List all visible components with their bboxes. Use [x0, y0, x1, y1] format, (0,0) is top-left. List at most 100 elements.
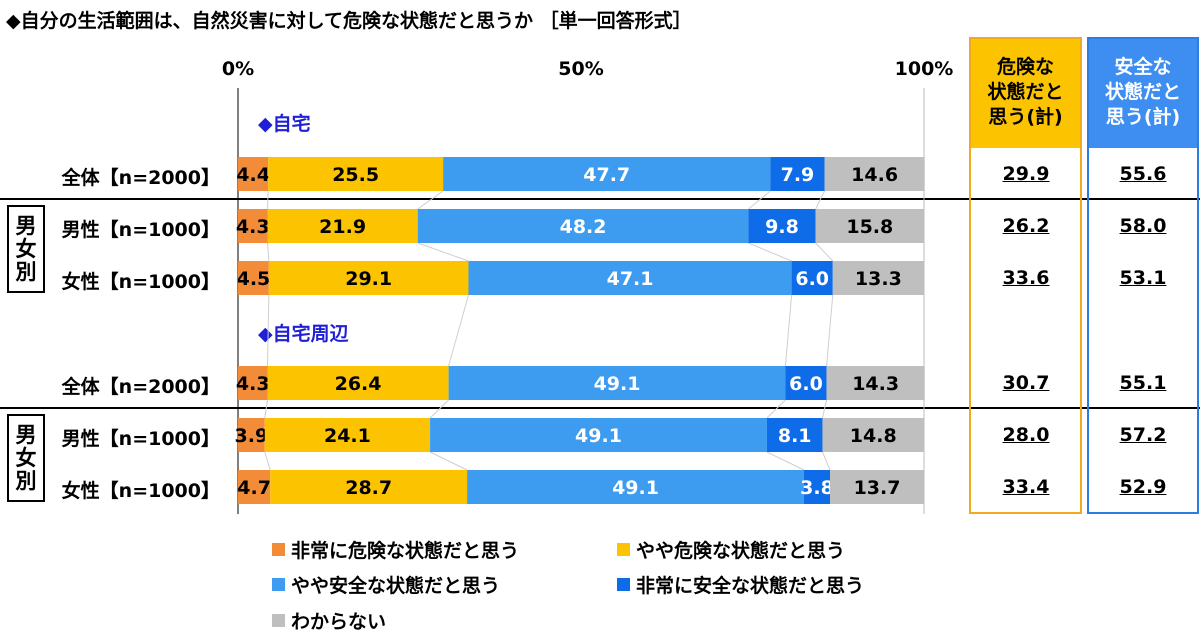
bar-segment: [748, 209, 816, 243]
legend-item: 非常に安全な状態だと思う: [617, 571, 864, 598]
bar-data-label: 3.8: [800, 477, 834, 499]
section-label-neighborhood: ◆自宅周辺: [258, 323, 349, 345]
danger-header-line: 思う(計): [988, 106, 1063, 128]
series-connector-line: [748, 190, 771, 210]
section-label-home: ◆自宅: [258, 113, 311, 135]
bar-data-label: 7.9: [781, 164, 815, 186]
danger-total-value: 29.9: [1002, 163, 1050, 185]
series-connector-line: [264, 451, 271, 471]
bar-segment: [417, 209, 749, 243]
safe-total-value: 55.1: [1119, 372, 1167, 394]
legend-swatch: [617, 578, 630, 591]
bar-data-label: 9.8: [765, 216, 799, 238]
bar-data-label: 14.8: [850, 425, 897, 447]
bar-data-label: 29.1: [345, 268, 392, 290]
bar-data-label: 4.3: [236, 373, 270, 395]
bar-data-label: 47.7: [583, 164, 630, 186]
safe-total-value: 58.0: [1119, 215, 1167, 237]
bar-data-label: 49.1: [594, 373, 641, 395]
bar-data-label: 21.9: [319, 216, 366, 238]
legend-swatch: [272, 614, 285, 627]
bar-segment: [467, 470, 804, 504]
danger-header-line: 状態だと: [987, 81, 1064, 103]
bar-data-label: 28.7: [345, 477, 392, 499]
danger-total-value: 33.6: [1002, 267, 1050, 289]
series-connector-line: [264, 399, 268, 419]
bar-segment: [824, 157, 925, 191]
safe-total-column: [1087, 37, 1199, 514]
bar-data-label: 13.7: [854, 477, 901, 499]
series-connector-line: [429, 399, 449, 419]
bar-data-label: 13.3: [855, 268, 902, 290]
x-tick-50: 50%: [558, 58, 604, 80]
group-label-char: 別: [15, 259, 37, 284]
bar-segment: [770, 157, 825, 191]
series-connector-line: [266, 242, 270, 262]
bar-segment: [238, 366, 268, 400]
danger-total-value: 30.7: [1002, 372, 1050, 394]
legend-swatch: [272, 578, 285, 591]
danger-total-column: [969, 37, 1082, 514]
bar-segment: [267, 209, 418, 243]
bar-data-label: 24.1: [324, 425, 371, 447]
safe-total-value: 55.6: [1119, 163, 1167, 185]
bar-data-label: 14.6: [851, 164, 898, 186]
group-label-char: 女: [15, 445, 37, 470]
bar-data-label: 26.4: [335, 373, 382, 395]
row-label: 男性【n=1000】: [61, 219, 220, 241]
bar-segment: [443, 157, 771, 191]
bar-segment: [826, 366, 925, 400]
legend-label: 非常に危険な状態だと思う: [291, 540, 520, 562]
row-label: 男性【n=1000】: [61, 428, 220, 450]
bar-data-label: 14.3: [852, 373, 899, 395]
bar-segment: [830, 470, 924, 504]
series-connector-line: [822, 451, 831, 471]
series-connector-line: [826, 294, 834, 367]
bar-data-label: 4.5: [237, 268, 271, 290]
group-label-char: 男: [15, 422, 37, 447]
series-connector-line: [766, 451, 805, 471]
danger-total-value: 28.0: [1002, 424, 1050, 446]
safe-total-value: 52.9: [1119, 476, 1167, 498]
danger-header-line: 危険な: [996, 56, 1054, 78]
legend-label: やや安全な状態だと思う: [291, 575, 501, 597]
bar-segment: [268, 157, 444, 191]
bar-segment: [785, 366, 827, 400]
series-connector-line: [448, 294, 469, 367]
danger-total-value: 33.4: [1002, 476, 1050, 498]
bar-segment: [832, 261, 924, 295]
legend-item: やや危険な状態だと思う: [617, 536, 845, 563]
bar-data-label: 6.0: [789, 373, 823, 395]
bar-data-label: 4.3: [236, 216, 270, 238]
group-separator: [0, 407, 1200, 409]
legend-item: やや安全な状態だと思う: [272, 571, 500, 598]
row-label: 全体【n=2000】: [61, 167, 220, 189]
bar-data-label: 6.0: [795, 268, 829, 290]
bar-data-label: 49.1: [612, 477, 659, 499]
safe-header-line: 状態だと: [1104, 81, 1181, 103]
bar-segment: [238, 157, 269, 191]
bar-segment: [766, 418, 823, 452]
row-label: 女性【n=1000】: [61, 480, 220, 502]
group-label-char: 女: [15, 236, 37, 261]
bar-segment: [270, 470, 468, 504]
bar-data-label: 49.1: [575, 425, 622, 447]
bar-data-label: 8.1: [778, 425, 812, 447]
safe-total-header: 安全な 状態だと 思う(計): [1087, 37, 1199, 148]
legend-label: やや危険な状態だと思う: [636, 540, 846, 562]
group-label-char: 別: [15, 468, 37, 493]
bar-segment: [268, 261, 469, 295]
safe-header-line: 思う(計): [1105, 106, 1181, 128]
bar-segment: [430, 418, 767, 452]
series-connector-line: [815, 190, 825, 210]
series-connector-line: [266, 190, 269, 210]
bar-segment: [238, 418, 265, 452]
legend-item: わからない: [272, 607, 386, 634]
bar-segment: [448, 366, 786, 400]
x-tick-0: 0%: [221, 58, 255, 80]
danger-total-header: 危険な 状態だと 思う(計): [969, 37, 1082, 148]
bar-segment: [791, 261, 833, 295]
legend-label: 非常に安全な状態だと思う: [636, 575, 865, 597]
legend-swatch: [617, 543, 630, 556]
group-label-gender: 男 女 別: [7, 414, 45, 502]
